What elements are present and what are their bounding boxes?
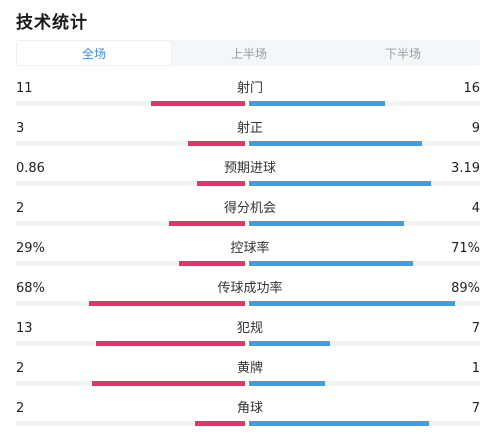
- stat-label: 传球成功率: [217, 281, 283, 296]
- away-bar: [249, 421, 429, 426]
- home-value: 68%: [16, 281, 45, 296]
- away-value: 1: [471, 361, 480, 376]
- stat-row: 13 犯规 7: [0, 320, 500, 360]
- page-title: 技术统计: [16, 13, 88, 33]
- home-bar: [195, 421, 245, 426]
- stat-row: 2 黄牌 1: [0, 360, 500, 400]
- home-bar-track: [16, 261, 245, 266]
- stat-label: 射正: [236, 121, 263, 136]
- home-value: 2: [16, 361, 25, 376]
- stat-row: 29% 控球率 71%: [0, 240, 500, 280]
- home-bar: [179, 261, 245, 266]
- home-bar-track: [16, 181, 245, 186]
- stat-label: 预期进球: [223, 161, 276, 176]
- away-bar: [249, 301, 455, 306]
- home-bar: [188, 141, 245, 146]
- home-bar: [92, 381, 245, 386]
- away-value: 7: [471, 401, 480, 416]
- home-bar: [89, 301, 245, 306]
- stat-row: 3 射正 9: [0, 120, 500, 160]
- away-value: 16: [463, 81, 480, 96]
- away-value: 89%: [451, 281, 480, 296]
- stat-label: 得分机会: [223, 201, 276, 216]
- away-bar: [249, 141, 422, 146]
- period-tabs: 全场 上半场 下半场: [16, 40, 480, 66]
- home-value: 2: [16, 401, 25, 416]
- away-bar: [249, 221, 404, 226]
- stat-label: 黄牌: [236, 361, 263, 376]
- home-value: 11: [16, 81, 33, 96]
- tab-second-half[interactable]: 下半场: [384, 46, 421, 61]
- away-bar: [249, 381, 325, 386]
- away-bar-track: [249, 341, 480, 346]
- tab-full-match[interactable]: 全场: [16, 40, 172, 66]
- away-value: 71%: [451, 241, 480, 256]
- home-bar: [96, 341, 245, 346]
- away-bar: [249, 341, 330, 346]
- away-bar: [249, 181, 431, 186]
- home-bar: [151, 101, 245, 106]
- home-bar-track: [16, 421, 245, 426]
- home-bar-track: [16, 141, 245, 146]
- stat-row: 11 射门 16: [0, 80, 500, 120]
- stat-label: 射门: [236, 81, 263, 96]
- away-value: 4: [471, 201, 480, 216]
- tab-first-half[interactable]: 上半场: [230, 46, 267, 61]
- stat-row: 0.86 预期进球 3.19: [0, 160, 500, 200]
- home-value: 3: [16, 121, 25, 136]
- away-bar-track: [249, 381, 480, 386]
- home-value: 13: [16, 321, 33, 336]
- stat-label: 控球率: [230, 241, 270, 256]
- home-bar: [169, 221, 245, 226]
- stat-row: 2 得分机会 4: [0, 200, 500, 240]
- away-bar: [249, 101, 385, 106]
- home-bar-track: [16, 101, 245, 106]
- stat-label: 角球: [236, 401, 263, 416]
- away-bar: [249, 261, 413, 266]
- home-bar-track: [16, 221, 245, 226]
- stat-row: 68% 传球成功率 89%: [0, 280, 500, 320]
- home-value: 29%: [16, 241, 45, 256]
- away-value: 9: [471, 121, 480, 136]
- away-value: 7: [471, 321, 480, 336]
- home-bar: [197, 181, 245, 186]
- home-value: 2: [16, 201, 25, 216]
- away-value: 3.19: [451, 161, 480, 176]
- stat-row: 2 角球 7: [0, 400, 500, 440]
- stat-label: 犯规: [236, 321, 263, 336]
- home-value: 0.86: [16, 161, 45, 176]
